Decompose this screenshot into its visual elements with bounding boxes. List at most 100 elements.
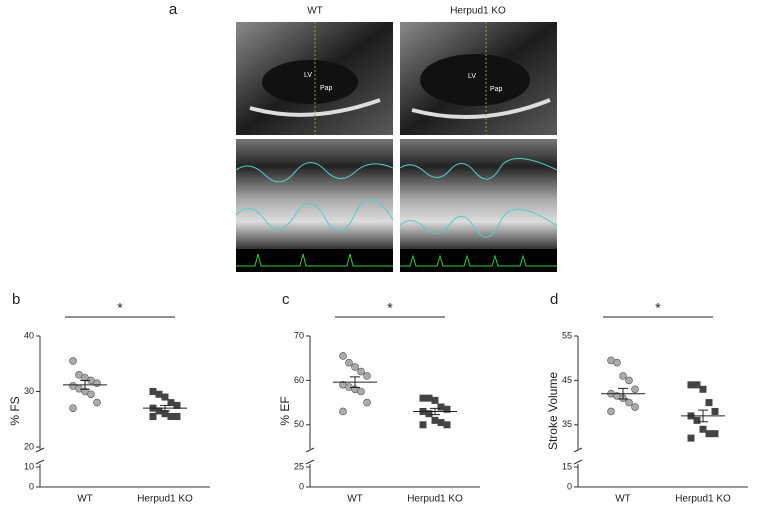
panel-letter: c [282,291,290,308]
y-axis-label: % EF [278,396,292,425]
data-point [93,398,101,407]
data-point [167,412,175,420]
data-point [149,412,157,420]
data-point [613,358,621,367]
y-tick-label: 35 [562,419,572,429]
m-mode-image [400,139,557,249]
data-point [443,421,451,429]
y-tick-label: 40 [24,330,34,340]
data-point [167,399,175,407]
column-label: WT [307,6,323,17]
axis-break [573,447,583,465]
y-tick-label: 20 [24,441,34,451]
data-point [161,393,169,401]
image-label: Pap [320,85,333,92]
data-point [443,405,451,413]
data-point [631,403,639,411]
data-point [705,399,713,407]
y-tick-label: 60 [294,375,304,385]
x-tick-label: Herpud1 KO [675,494,731,505]
data-point [625,376,633,385]
significance: * [387,300,393,316]
data-point [437,419,445,427]
y-tick-label: 0 [299,481,304,491]
panel-letter: d [550,291,558,308]
data-point [351,363,359,371]
data-point [699,385,707,393]
data-point [93,379,101,387]
panel-letter: a [169,1,178,18]
data-point [173,412,181,420]
data-point [419,394,427,402]
data-point [155,407,163,415]
axis-break [35,447,45,465]
sem-bar [430,407,440,416]
data-point [607,407,615,416]
ecg [236,253,393,267]
data-point [431,396,439,404]
trace [235,198,394,232]
image-label: LV [304,72,312,79]
data-point [363,398,371,407]
significance: * [655,300,661,316]
ecg-strip [400,249,557,272]
x-tick-label: Herpud1 KO [137,494,193,505]
data-point [345,358,353,367]
ecg [400,254,557,267]
x-tick-label: WT [347,494,363,505]
column-label: Herpud1 KO [450,6,506,17]
data-point [419,421,427,429]
panel-letter: b [12,291,20,308]
y-tick-label: 0 [567,481,572,491]
y-tick-label: 0 [29,481,34,491]
sem-bar [80,379,90,390]
y-tick-label: 50 [294,419,304,429]
sem-bar [160,404,170,412]
image-label: Pap [490,86,503,93]
data-point [69,357,77,365]
y-tick-label: 45 [562,375,572,385]
data-point [711,407,719,415]
trace [235,162,394,183]
data-point [619,372,627,380]
y-tick-label: 55 [562,330,572,340]
data-point [155,390,163,398]
y-tick-label: 15 [562,461,572,471]
trace [399,208,558,238]
ultrasound-images: LV Pap LV Pap [235,22,558,272]
data-point [161,410,169,418]
significance: * [117,300,123,316]
data-point [357,367,365,376]
sem-bar [698,409,708,423]
y-tick-label: 10 [24,461,34,471]
y-axis-label: % FS [8,396,22,425]
ventricle [420,54,530,106]
data-point [431,416,439,424]
data-point [87,390,95,399]
x-tick-label: WT [615,494,631,505]
wall [411,98,551,120]
wall [249,98,381,117]
axis-break [305,447,315,465]
data-point [687,381,695,389]
y-tick-label: 25 [294,461,304,471]
data-point [693,381,701,389]
data-point [149,388,157,395]
data-point [625,398,633,407]
x-tick-label: WT [77,494,93,505]
sem-bar [618,387,628,400]
data-point [69,404,77,412]
data-point [693,416,701,424]
y-tick-label: 70 [294,330,304,340]
data-point [357,387,365,396]
sem-bar [350,376,360,389]
x-tick-label: Herpud1 KO [407,494,463,505]
data-point [425,410,433,418]
data-point [711,430,719,438]
y-axis-label: Stroke Volume [546,372,560,450]
ventricle [262,60,358,104]
data-point [687,434,695,442]
y-tick-label: 30 [24,386,34,396]
data-point [363,372,371,380]
